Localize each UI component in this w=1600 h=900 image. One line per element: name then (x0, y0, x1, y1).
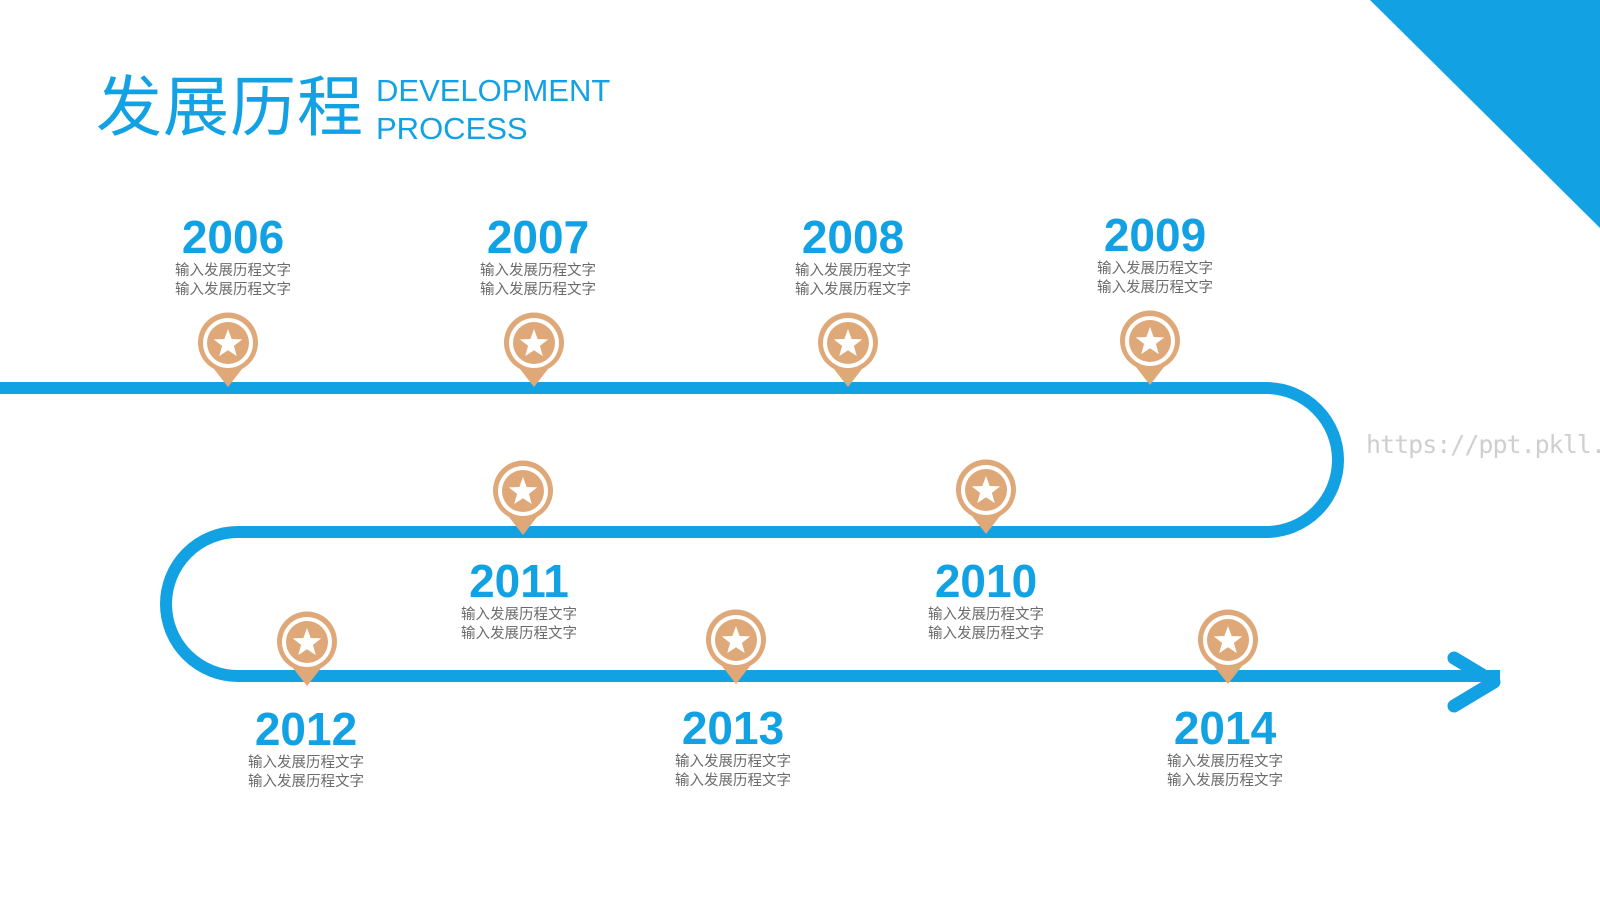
milestone-description: 输入发展历程文字 (1167, 754, 1283, 770)
milestone-description: 输入发展历程文字 (928, 626, 1044, 642)
milestone-2010: 2010 输入发展历程文字 输入发展历程文字 (886, 556, 1086, 644)
star-pin-icon (704, 608, 768, 686)
milestone-year: 2014 (1173, 702, 1277, 754)
star-pin-icon (1196, 608, 1260, 686)
milestone-year: 2009 (1103, 209, 1207, 261)
milestone-description: 输入发展历程文字 (1097, 261, 1213, 277)
milestone-description: 输入发展历程文字 (795, 263, 911, 279)
page-title: 发展历程 (96, 69, 364, 146)
watermark-url: https://ppt.pkll.de (1366, 430, 1600, 459)
milestone-year: 2013 (681, 702, 785, 754)
star-pin-icon (491, 459, 555, 537)
page-subtitle-line2: PROCESS (376, 111, 528, 146)
arrow-head-icon (1447, 651, 1501, 713)
milestone-2009: 2009 输入发展历程文字 输入发展历程文字 (1055, 210, 1255, 298)
milestone-2006: 2006 输入发展历程文字 输入发展历程文字 (133, 212, 333, 300)
milestone-year: 2012 (254, 703, 358, 755)
star-pin-icon (816, 311, 880, 389)
milestone-description: 输入发展历程文字 (480, 282, 596, 298)
milestone-2012: 2012 输入发展历程文字 输入发展历程文字 (206, 704, 406, 792)
milestone-description: 输入发展历程文字 (248, 774, 364, 790)
milestone-year: 2008 (801, 211, 905, 263)
milestone-year: 2006 (181, 211, 285, 263)
page-subtitle: DEVELOPMENT PROCESS (376, 72, 610, 148)
star-pin-icon (1118, 309, 1182, 387)
milestone-2014: 2014 输入发展历程文字 输入发展历程文字 (1125, 703, 1325, 791)
page-subtitle-line1: DEVELOPMENT (376, 73, 611, 108)
milestone-description: 输入发展历程文字 (1097, 280, 1213, 296)
milestone-description: 输入发展历程文字 (175, 282, 291, 298)
milestone-year: 2010 (934, 555, 1038, 607)
milestone-description: 输入发展历程文字 (1167, 773, 1283, 789)
star-pin-icon (502, 311, 566, 389)
milestone-2011: 2011 输入发展历程文字 输入发展历程文字 (419, 556, 619, 644)
milestone-description: 输入发展历程文字 (675, 754, 791, 770)
milestone-2013: 2013 输入发展历程文字 输入发展历程文字 (633, 703, 833, 791)
milestone-description: 输入发展历程文字 (248, 755, 364, 771)
milestone-description: 输入发展历程文字 (480, 263, 596, 279)
milestone-2007: 2007 输入发展历程文字 输入发展历程文字 (438, 212, 638, 300)
milestone-2008: 2008 输入发展历程文字 输入发展历程文字 (753, 212, 953, 300)
milestone-year: 2011 (469, 555, 569, 607)
star-pin-icon (196, 311, 260, 389)
milestone-description: 输入发展历程文字 (461, 607, 577, 623)
star-pin-icon (954, 458, 1018, 536)
milestone-description: 输入发展历程文字 (675, 773, 791, 789)
milestone-description: 输入发展历程文字 (461, 626, 577, 642)
milestone-description: 输入发展历程文字 (928, 607, 1044, 623)
milestone-description: 输入发展历程文字 (795, 282, 911, 298)
milestone-description: 输入发展历程文字 (175, 263, 291, 279)
star-pin-icon (275, 610, 339, 688)
milestone-year: 2007 (486, 211, 590, 263)
